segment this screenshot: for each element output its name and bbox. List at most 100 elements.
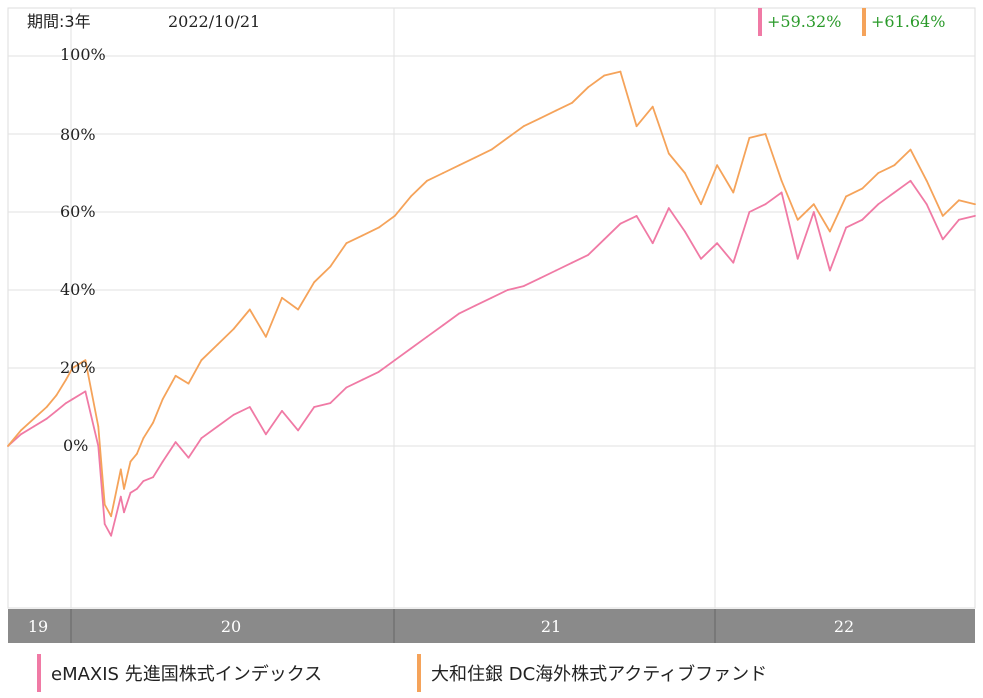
y-tick-label: 80% [60,125,96,144]
series-point [161,398,164,401]
x-tick-label: 22 [834,617,854,636]
series-point [893,191,896,194]
series-point [909,148,912,151]
series-point [700,203,702,206]
series-point [587,254,590,256]
series-point [957,218,960,221]
series-point [281,410,283,412]
series-point [555,109,557,112]
series-point [264,433,267,436]
series-point [667,207,670,210]
series-point [667,152,670,155]
series-point [232,328,235,330]
series-point [555,269,557,272]
series-point [129,460,132,463]
series-point [55,410,58,412]
series-point [345,386,348,389]
series-point [152,476,154,479]
series-point [458,164,461,167]
series-point [716,164,719,167]
series-point [313,281,316,284]
series-line-1 [7,179,976,537]
series-point [297,308,299,311]
series-point [957,199,960,202]
series-point [248,406,251,408]
legend-label-2: 大和住銀 DC海外株式アクティブファンド [431,664,768,685]
series-point [861,218,864,221]
series-point [442,324,445,326]
series-point [119,468,122,471]
series-point [410,195,412,198]
series-point [136,452,138,455]
series-point [829,230,831,233]
x-tick-label: 19 [28,617,48,636]
series-point [377,371,380,373]
series-point [123,511,125,514]
legend-item-2: 大和住銀 DC海外株式アクティブファンド [417,650,767,696]
series-point [780,179,783,182]
series-point [635,125,638,128]
series-point [732,191,735,194]
y-tick-label: 60% [60,202,96,221]
series-point [941,215,944,217]
series-point [490,148,493,151]
date-label: 2022/10/21 [168,12,260,31]
series-point [812,203,815,206]
x-axis-bar: 19 20 21 22 [8,609,975,643]
series-point [393,359,396,362]
series-point [97,445,100,447]
series-point [651,105,654,108]
series-point [684,230,686,233]
series-point [345,242,348,245]
series-point [684,172,686,174]
series-point [65,378,67,381]
series-point [248,308,251,311]
series-point [474,156,477,159]
series-point [152,421,154,424]
series-point [393,215,396,217]
series-point [893,164,896,167]
series-point [84,359,87,362]
series-point [974,215,976,217]
series-point [32,417,35,420]
series-point [313,406,316,408]
series-point [700,257,702,260]
return-swatch-2 [862,8,866,36]
series-point [764,133,767,135]
series-point [97,425,100,428]
series-point [329,265,332,268]
series-point [442,172,445,174]
series-point [200,437,203,440]
series-point [377,226,380,229]
line-chart: 100% 80% 60% 40% 20% 0% 19 20 21 22 期間:3年 2022/1… [7,7,976,643]
series-point [55,394,58,397]
series-point [103,523,106,525]
series-point [571,101,573,104]
series-point [635,215,638,217]
series-point [19,433,22,436]
series-point [925,179,928,182]
series-point [974,203,976,206]
series-point [45,417,48,420]
return-swatch-1 [758,8,762,36]
series-point [71,398,74,401]
series-point [571,261,573,264]
series-point [458,312,461,315]
period-label: 期間:3年 [27,12,91,31]
series-point [7,445,9,447]
x-tick-label: 21 [541,617,561,636]
series-point [216,343,219,346]
legend-label-1: eMAXIS 先進国株式インデックス [51,664,323,685]
series-point [32,425,35,428]
x-tick-label: 20 [221,617,241,636]
series-point [142,480,145,482]
chart-series [7,70,976,537]
series-point [45,406,48,408]
series-point [264,335,267,338]
y-tick-label: 100% [60,45,106,64]
legend-item-1: eMAXIS 先進国株式インデックス [37,650,322,696]
series-point [129,491,132,494]
series-point [538,117,541,120]
series-point [84,390,87,393]
series-point [426,335,428,338]
